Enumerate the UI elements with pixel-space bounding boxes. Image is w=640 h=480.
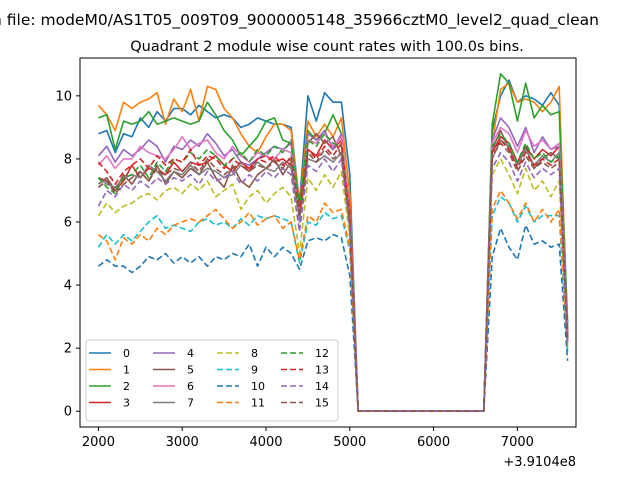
figure-suptitle: n file: modeM0/AS1T05_009T09_9000005148_… xyxy=(0,11,599,30)
legend-label-1: 1 xyxy=(123,364,130,377)
legend-label-0: 0 xyxy=(123,347,130,360)
series-line-10 xyxy=(97,224,569,413)
plot-frame xyxy=(79,57,577,428)
legend-label-6: 6 xyxy=(187,380,194,393)
legend-label-9: 9 xyxy=(251,364,258,377)
x-tick-label-5: 7000 xyxy=(501,435,534,450)
legend-label-13: 13 xyxy=(315,364,329,377)
y-tick-label-1: 2 xyxy=(64,342,72,357)
y-tick-label-2: 4 xyxy=(64,279,72,294)
series-line-15 xyxy=(97,142,569,413)
chart-title: Quadrant 2 module wise count rates with … xyxy=(130,39,524,55)
legend-label-11: 11 xyxy=(251,397,265,410)
x-offset-label: +3.9104e8 xyxy=(503,455,576,470)
legend-label-10: 10 xyxy=(251,380,265,393)
legend-label-15: 15 xyxy=(315,397,329,410)
legend-label-4: 4 xyxy=(187,347,194,360)
legend-label-12: 12 xyxy=(315,347,329,360)
legend-frame xyxy=(85,339,339,422)
x-tick-label-3: 5000 xyxy=(333,435,366,450)
legend-label-3: 3 xyxy=(123,397,130,410)
y-tick-label-4: 8 xyxy=(64,152,72,167)
x-tick-label-1: 3000 xyxy=(166,435,199,450)
x-tick-label-4: 6000 xyxy=(417,435,450,450)
x-tick-label-2: 4000 xyxy=(249,435,282,450)
legend-label-5: 5 xyxy=(187,364,194,377)
legend-label-14: 14 xyxy=(315,380,329,393)
y-tick-label-5: 10 xyxy=(55,89,72,104)
legend-label-7: 7 xyxy=(187,397,194,410)
series-line-11 xyxy=(97,189,569,413)
series-layer xyxy=(97,73,569,413)
legend-label-2: 2 xyxy=(123,380,130,393)
legend-label-8: 8 xyxy=(251,347,258,360)
x-tick-label-0: 2000 xyxy=(82,435,115,450)
y-tick-label-3: 6 xyxy=(64,216,72,231)
y-tick-label-0: 0 xyxy=(64,405,72,420)
